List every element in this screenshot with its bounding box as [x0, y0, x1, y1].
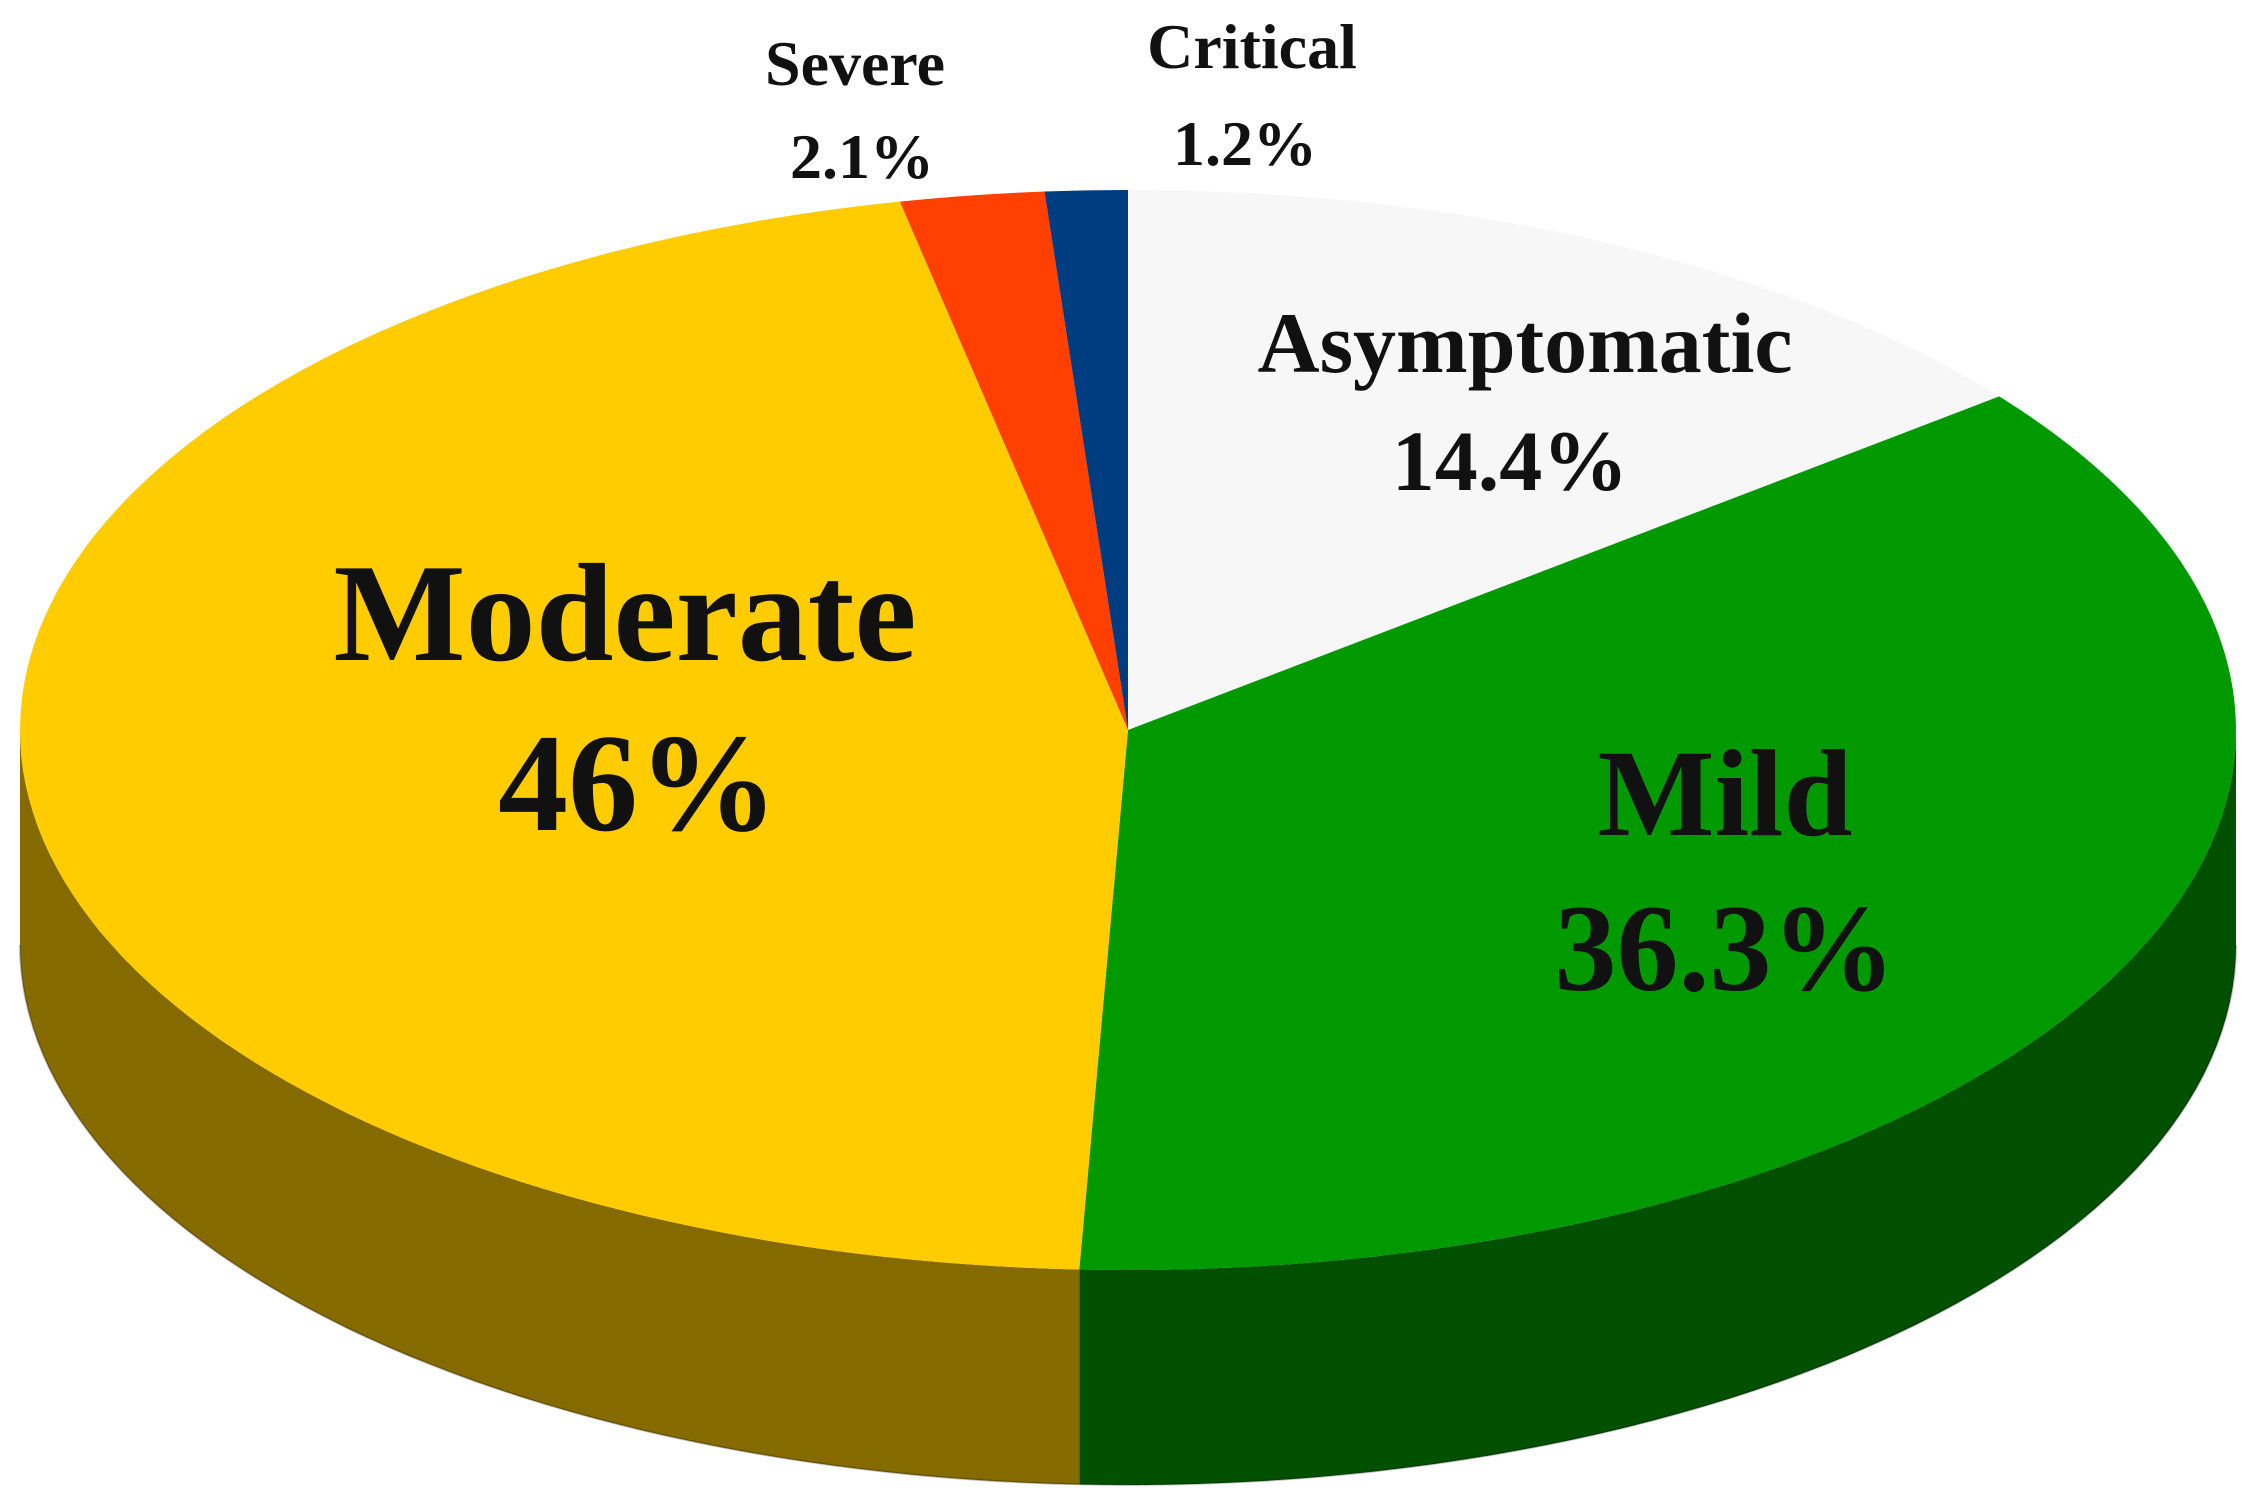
- pie-slice-moderate: [20, 201, 1128, 1270]
- slice-name-critical: Critical: [1147, 11, 1357, 82]
- slice-value-severe: 2.1%: [790, 121, 934, 192]
- pie-side-mild: [1079, 730, 2236, 1485]
- slice-label-critical: Critical 1.2%: [1147, 11, 1357, 179]
- pie-slice-severe: [899, 191, 1128, 730]
- slice-value-moderate: 46%: [498, 706, 778, 861]
- pie-side-walls: [19, 730, 2237, 1486]
- slice-name-moderate: Moderate: [333, 536, 916, 691]
- pie-slice-mild: [1079, 396, 2236, 1271]
- slice-value-asymptomatic: 14.4%: [1392, 413, 1629, 509]
- pie-slices: [20, 189, 2236, 1271]
- slice-label-asymptomatic: Asymptomatic 14.4%: [1257, 295, 1792, 509]
- slice-name-asymptomatic: Asymptomatic: [1257, 295, 1792, 391]
- slice-value-mild: 36.3%: [1555, 880, 1896, 1017]
- pie-slice-asymptomatic: [1128, 190, 2000, 730]
- slice-value-critical: 1.2%: [1173, 108, 1317, 179]
- pie-side-moderate: [20, 730, 1080, 1485]
- slice-label-mild: Mild 36.3%: [1555, 725, 1896, 1017]
- slice-name-severe: Severe: [765, 28, 945, 99]
- pie-slice-critical: [1044, 189, 1128, 730]
- slice-label-severe: Severe 2.1%: [765, 28, 945, 192]
- slice-name-mild: Mild: [1598, 725, 1853, 862]
- slice-label-moderate: Moderate 46%: [333, 536, 916, 861]
- pie-rim-edge: [19, 944, 2237, 1486]
